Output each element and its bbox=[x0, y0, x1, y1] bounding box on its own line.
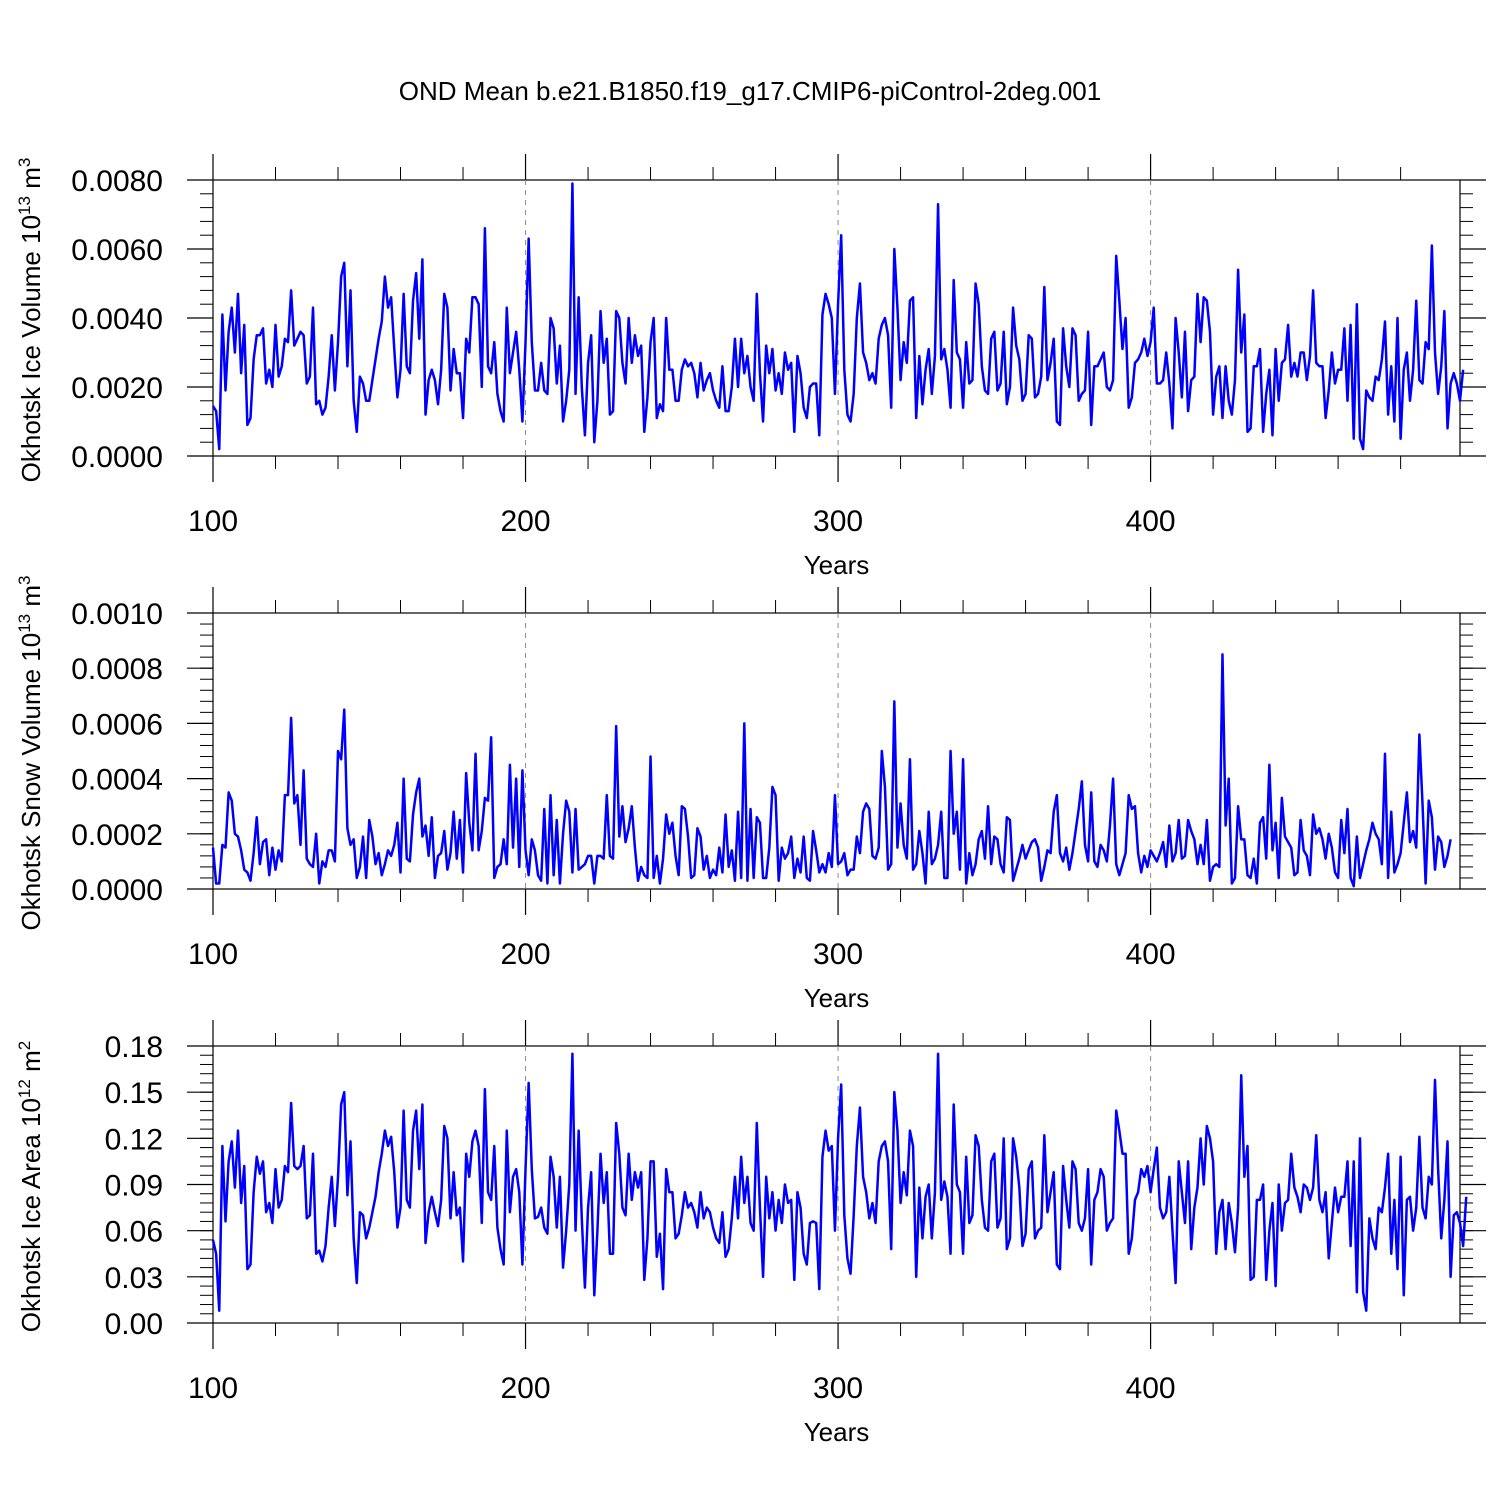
x-tick-label: 100 bbox=[188, 1372, 238, 1405]
y-tick-label: 0.00 bbox=[105, 1308, 163, 1341]
y-tick-label: 0.0004 bbox=[71, 764, 163, 797]
y-tick-label: 0.0006 bbox=[71, 708, 163, 741]
y-tick-label: 0.18 bbox=[105, 1031, 163, 1064]
y-tick-label: 0.03 bbox=[105, 1262, 163, 1295]
y-tick-label: 0.0060 bbox=[71, 234, 163, 267]
data-series-line bbox=[211, 1052, 1468, 1312]
y-tick-label: 0.12 bbox=[105, 1123, 163, 1156]
data-series-line bbox=[211, 182, 1465, 451]
y-axis-title: Okhotsk Snow Volume 1013 m3 bbox=[15, 576, 46, 931]
page-title: OND Mean b.e21.B1850.f19_g17.CMIP6-piCon… bbox=[398, 76, 1102, 106]
x-tick-label: 100 bbox=[188, 938, 238, 971]
plot-frame bbox=[212, 612, 1461, 890]
panel-1: 100 200 300 400 0.0000 0.0020 0.0040 0.0060 0.00… bbox=[15, 154, 1486, 580]
x-tick-label: 300 bbox=[813, 938, 863, 971]
y-axis-title: Okhotsk Ice Area 1012 m2 bbox=[15, 1041, 46, 1332]
y-tick-label: 0.0002 bbox=[71, 819, 163, 852]
panel-3: 100 200 300 400 0.00 0.03 0.06 0.09 0.12 0.15 0.18… bbox=[15, 1020, 1486, 1447]
x-tick-label: 400 bbox=[1126, 505, 1176, 538]
x-axis-title: Years bbox=[804, 1417, 870, 1447]
y-tick-label: 0.15 bbox=[105, 1077, 163, 1110]
x-tick-label: 200 bbox=[501, 938, 551, 971]
x-tick-label: 400 bbox=[1126, 938, 1176, 971]
y-tick-label: 0.0000 bbox=[71, 441, 163, 474]
y-tick-label: 0.0000 bbox=[71, 874, 163, 907]
x-tick-label: 300 bbox=[813, 505, 863, 538]
data-series-line bbox=[211, 653, 1452, 888]
y-tick-label: 0.0010 bbox=[71, 598, 163, 631]
panel-2: 100 200 300 400 0.0000 0.0002 0.0004 0.0006 0.00… bbox=[15, 576, 1486, 1013]
y-tick-label: 0.0080 bbox=[71, 165, 163, 198]
y-tick-label: 0.0020 bbox=[71, 372, 163, 405]
x-tick-label: 200 bbox=[501, 1372, 551, 1405]
y-axis-title: Okhotsk Ice Volume 1013 m3 bbox=[15, 158, 46, 483]
y-tick-label: 0.0008 bbox=[71, 653, 163, 686]
x-axis-title: Years bbox=[804, 983, 870, 1013]
x-axis-title: Years bbox=[804, 550, 870, 580]
y-tick-label: 0.06 bbox=[105, 1216, 163, 1249]
x-tick-label: 100 bbox=[188, 505, 238, 538]
x-tick-label: 300 bbox=[813, 1372, 863, 1405]
x-tick-label: 400 bbox=[1126, 1372, 1176, 1405]
x-tick-label: 200 bbox=[501, 505, 551, 538]
y-tick-label: 0.0040 bbox=[71, 303, 163, 336]
y-tick-label: 0.09 bbox=[105, 1170, 163, 1203]
